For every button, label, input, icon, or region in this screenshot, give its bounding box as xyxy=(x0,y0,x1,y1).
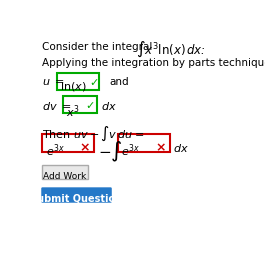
Text: $e^{3x}$: $e^{3x}$ xyxy=(121,142,140,159)
FancyBboxPatch shape xyxy=(42,165,88,179)
Text: $x^3$: $x^3$ xyxy=(67,103,80,120)
Text: $\ln(x)$: $\ln(x)$ xyxy=(60,80,87,93)
Text: $-\int$: $-\int$ xyxy=(98,140,123,164)
Text: Submit Question: Submit Question xyxy=(30,194,123,204)
Text: $e^{3x}$: $e^{3x}$ xyxy=(46,142,64,159)
Text: $dx$: $dx$ xyxy=(173,142,189,154)
FancyBboxPatch shape xyxy=(41,187,112,203)
Text: $\int x^3 \ln(x)\, dx$:: $\int x^3 \ln(x)\, dx$: xyxy=(136,40,206,59)
Text: Consider the integral: Consider the integral xyxy=(42,42,153,52)
Text: $u\ =$: $u\ =$ xyxy=(42,77,65,87)
FancyBboxPatch shape xyxy=(42,134,94,152)
Text: $dx$: $dx$ xyxy=(101,100,117,112)
Text: Applying the integration by parts technique, let: Applying the integration by parts techni… xyxy=(42,58,265,68)
Text: and: and xyxy=(109,77,129,87)
FancyBboxPatch shape xyxy=(57,73,99,90)
Text: ✓: ✓ xyxy=(89,78,98,88)
Text: Then $uv - \int v\,du$ =: Then $uv - \int v\,du$ = xyxy=(42,125,145,143)
Text: ✓: ✓ xyxy=(86,102,95,111)
FancyBboxPatch shape xyxy=(118,134,170,152)
Text: ×: × xyxy=(80,142,90,154)
FancyBboxPatch shape xyxy=(63,96,98,113)
Text: ×: × xyxy=(156,142,166,154)
Text: $dv\ =$: $dv\ =$ xyxy=(42,100,72,112)
Text: Add Work: Add Work xyxy=(43,172,87,181)
